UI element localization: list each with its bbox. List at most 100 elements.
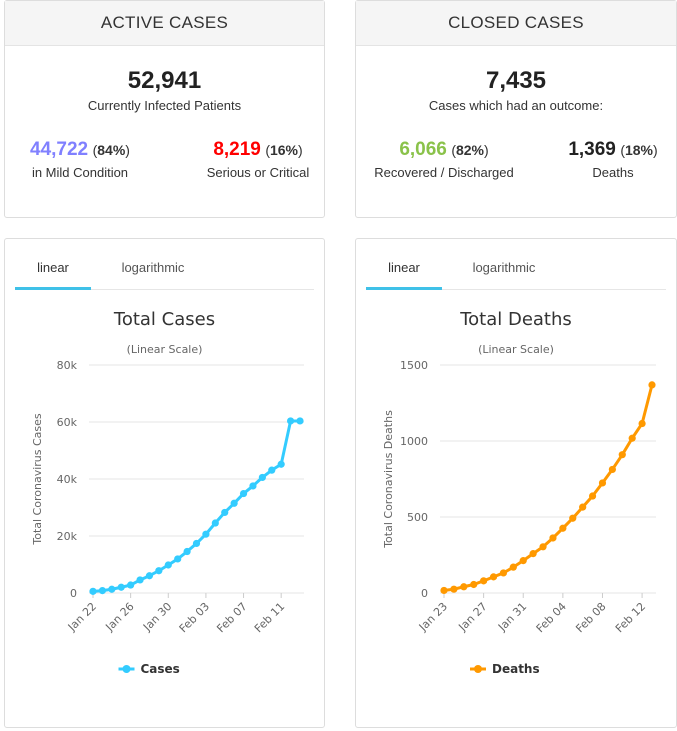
data-point bbox=[618, 451, 626, 459]
data-point bbox=[460, 583, 468, 591]
deaths-chart-panel: linear logarithmic Total Deaths (Linear S… bbox=[355, 238, 677, 728]
y-axis-label: Total Coronavirus Cases bbox=[31, 413, 44, 546]
serious-pct: (16%) bbox=[265, 142, 303, 158]
chart-subtitle: (Linear Scale) bbox=[127, 343, 203, 356]
data-point bbox=[286, 417, 295, 425]
data-point bbox=[230, 499, 238, 507]
data-point bbox=[440, 586, 448, 595]
legend-label: Cases bbox=[141, 662, 180, 676]
serious-label: Serious or Critical bbox=[206, 165, 310, 180]
y-tick-label: 0 bbox=[70, 587, 77, 600]
data-point bbox=[628, 434, 636, 442]
data-point bbox=[164, 561, 172, 569]
legend-swatch-dot bbox=[122, 665, 131, 673]
data-point bbox=[499, 569, 508, 577]
data-point bbox=[588, 492, 597, 500]
data-point bbox=[277, 460, 285, 468]
x-tick-label: Jan 30 bbox=[140, 600, 174, 634]
active-cases-total-label: Currently Infected Patients bbox=[87, 98, 242, 113]
data-point bbox=[579, 503, 587, 511]
data-point bbox=[549, 534, 557, 542]
x-tick-label: Feb 03 bbox=[177, 600, 212, 635]
deaths-stat: 1,369 (18%) Deaths bbox=[556, 139, 670, 180]
serious-critical-stat: 8,219 (16%) Serious or Critical bbox=[191, 139, 325, 180]
data-point bbox=[127, 581, 135, 589]
data-point bbox=[174, 555, 182, 563]
deaths-pct-value: 18% bbox=[624, 142, 654, 158]
x-tick-label: Feb 11 bbox=[252, 600, 287, 635]
series-line bbox=[443, 384, 654, 592]
data-point bbox=[539, 543, 547, 551]
y-tick-label: 80k bbox=[57, 359, 78, 372]
data-point bbox=[480, 577, 488, 585]
deaths-label: Deaths bbox=[592, 165, 634, 180]
data-point bbox=[136, 576, 144, 584]
y-tick-label: 500 bbox=[407, 511, 428, 524]
y-tick-label: 40k bbox=[57, 473, 78, 486]
data-point bbox=[183, 547, 191, 556]
active-cases-panel: ACTIVE CASES 52,941 Currently Infected P… bbox=[4, 0, 325, 218]
data-point bbox=[249, 482, 257, 490]
x-tick-label: Jan 22 bbox=[65, 600, 99, 634]
deaths-pct: (18%) bbox=[620, 142, 658, 158]
active-cases-total: 52,941 bbox=[127, 67, 202, 94]
data-point bbox=[202, 530, 210, 538]
data-point bbox=[117, 583, 125, 591]
data-point bbox=[509, 563, 517, 571]
active-cases-title: ACTIVE CASES bbox=[5, 1, 324, 46]
data-point bbox=[569, 514, 577, 522]
closed-cases-panel: CLOSED CASES 7,435 Cases which had an ou… bbox=[355, 0, 677, 218]
tab-linear[interactable]: linear bbox=[366, 251, 442, 290]
y-tick-label: 1500 bbox=[400, 359, 428, 372]
x-tick-label: Jan 26 bbox=[102, 600, 136, 634]
data-point bbox=[489, 573, 498, 581]
tab-logarithmic[interactable]: logarithmic bbox=[472, 260, 536, 275]
mild-pct: (84%) bbox=[92, 142, 130, 158]
x-tick-label: Jan 23 bbox=[416, 600, 450, 634]
data-point bbox=[648, 381, 656, 389]
data-point bbox=[450, 585, 458, 593]
serious-pct-value: 16% bbox=[269, 142, 299, 158]
recovered-pct-value: 82% bbox=[455, 142, 485, 158]
data-point bbox=[296, 417, 304, 425]
y-axis-label: Total Coronavirus Deaths bbox=[382, 410, 395, 549]
x-tick-label: Feb 04 bbox=[534, 600, 569, 635]
data-point bbox=[529, 550, 537, 558]
x-tick-label: Feb 07 bbox=[214, 600, 249, 635]
data-point bbox=[89, 587, 97, 595]
y-tick-label: 60k bbox=[57, 416, 78, 429]
y-tick-label: 0 bbox=[421, 587, 428, 600]
recovered-stat: 6,066 (82%) Recovered / Discharged bbox=[364, 139, 524, 180]
recovered-label: Recovered / Discharged bbox=[374, 165, 514, 180]
cases-chart-panel: linear logarithmic Total Cases (Linear Sc… bbox=[4, 238, 325, 728]
x-tick-label: Jan 31 bbox=[495, 600, 529, 634]
mild-value: 44,722 bbox=[30, 139, 89, 160]
data-point bbox=[239, 489, 248, 498]
data-point bbox=[268, 466, 276, 474]
data-point bbox=[598, 479, 607, 487]
deaths-value: 1,369 bbox=[568, 139, 616, 160]
x-tick-label: Jan 27 bbox=[455, 600, 489, 634]
data-point bbox=[258, 473, 266, 482]
data-point bbox=[155, 567, 163, 575]
recovered-value: 6,066 bbox=[399, 139, 447, 160]
recovered-pct: (82%) bbox=[451, 142, 489, 158]
serious-value: 8,219 bbox=[213, 139, 261, 160]
tab-logarithmic[interactable]: logarithmic bbox=[121, 260, 185, 275]
cases-chart: Total Cases (Linear Scale) 0 20k 40k 60k 80k To… bbox=[31, 309, 304, 676]
cases-chart-tabs: linear logarithmic bbox=[15, 251, 314, 290]
data-point bbox=[470, 580, 478, 589]
mild-label: in Mild Condition bbox=[31, 165, 129, 180]
data-point bbox=[638, 419, 646, 428]
tab-linear[interactable]: linear bbox=[15, 251, 91, 290]
chart-title: Total Deaths bbox=[459, 309, 572, 330]
chart-subtitle: (Linear Scale) bbox=[478, 343, 554, 356]
mild-condition-stat: 44,722 (84%) in Mild Condition bbox=[15, 139, 145, 180]
data-point bbox=[108, 585, 116, 593]
data-point bbox=[211, 519, 219, 527]
legend-label: Deaths bbox=[492, 662, 540, 676]
data-point bbox=[192, 539, 201, 548]
data-point bbox=[608, 465, 616, 474]
series-line bbox=[92, 419, 300, 593]
x-tick-label: Feb 12 bbox=[613, 600, 648, 635]
